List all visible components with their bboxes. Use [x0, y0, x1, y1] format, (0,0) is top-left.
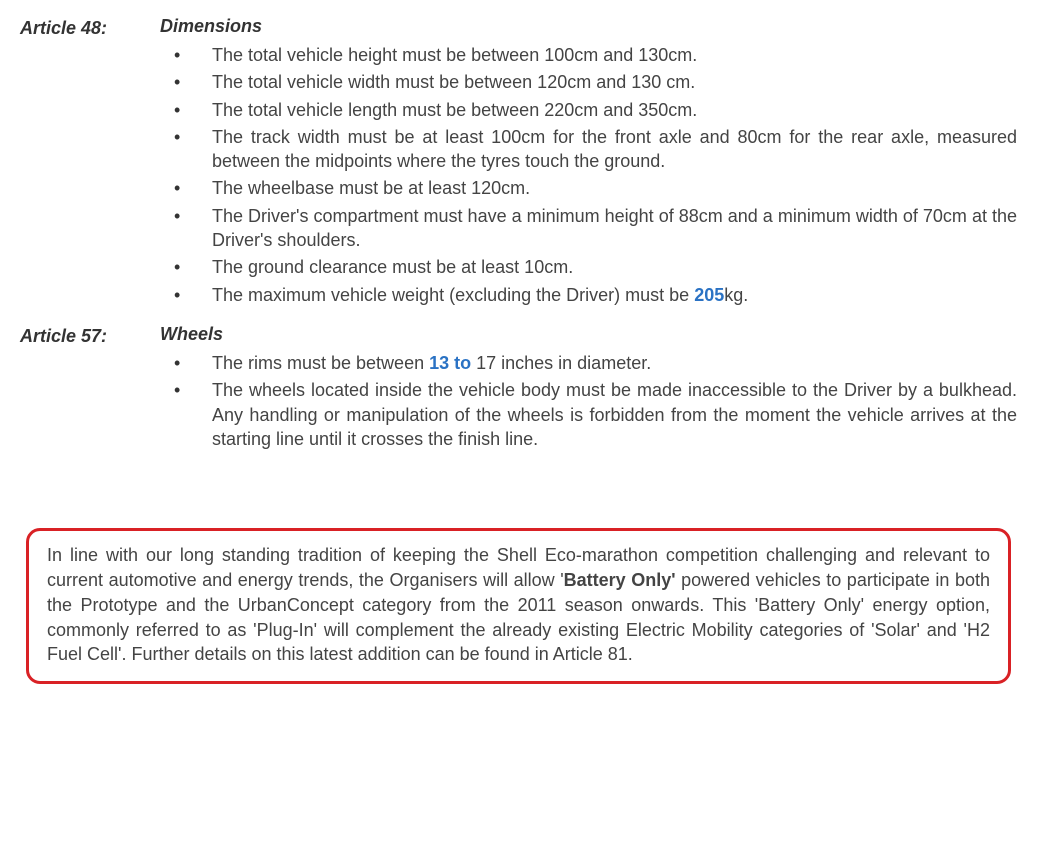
article-title: Wheels [160, 324, 1017, 345]
bullet-list: The rims must be between 13 to 17 inches… [160, 351, 1017, 451]
bullet-item: The track width must be at least 100cm f… [160, 125, 1017, 174]
bullet-item: The total vehicle length must be between… [160, 98, 1017, 122]
article-label: Article 48: [20, 16, 160, 310]
callout-box: In line with our long standing tradition… [26, 528, 1011, 684]
article-body: Wheels The rims must be between 13 to 17… [160, 324, 1017, 454]
article-body: Dimensions The total vehicle height must… [160, 16, 1017, 310]
article-title: Dimensions [160, 16, 1017, 37]
bullet-item: The total vehicle height must be between… [160, 43, 1017, 67]
bullet-item: The maximum vehicle weight (excluding th… [160, 283, 1017, 307]
article-57: Article 57: Wheels The rims must be betw… [20, 324, 1017, 454]
bullet-item: The Driver's compartment must have a min… [160, 204, 1017, 253]
bullet-item: The total vehicle width must be between … [160, 70, 1017, 94]
article-label: Article 57: [20, 324, 160, 454]
bullet-item: The wheels located inside the vehicle bo… [160, 378, 1017, 451]
bullet-list: The total vehicle height must be between… [160, 43, 1017, 307]
bullet-item: The ground clearance must be at least 10… [160, 255, 1017, 279]
bullet-item: The rims must be between 13 to 17 inches… [160, 351, 1017, 375]
article-48: Article 48: Dimensions The total vehicle… [20, 16, 1017, 310]
bullet-item: The wheelbase must be at least 120cm. [160, 176, 1017, 200]
